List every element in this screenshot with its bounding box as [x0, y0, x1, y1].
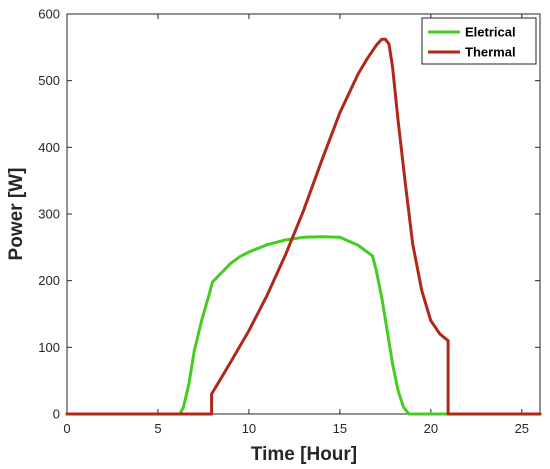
x-tick-label: 0: [63, 421, 70, 436]
x-axis-title: Time [Hour]: [251, 444, 357, 465]
y-tick-label: 100: [38, 340, 60, 355]
y-tick-label: 200: [38, 273, 60, 288]
y-tick-label: 600: [38, 7, 60, 22]
x-tick-label: 5: [154, 421, 161, 436]
tick-labels: 0 5 10 15 20 25 0 100 200 300 400 500 600: [38, 7, 529, 437]
y-tick-label: 400: [38, 140, 60, 155]
legend: Eletrical Thermal: [421, 17, 537, 65]
x-tick-label: 15: [333, 421, 347, 436]
x-tick-label: 10: [242, 421, 256, 436]
series-line-eletrical: [65, 235, 542, 416]
x-tick-label: 25: [515, 421, 529, 436]
y-tick-label: 300: [38, 207, 60, 222]
legend-label: Thermal: [465, 45, 516, 60]
legend-label: Eletrical: [465, 25, 516, 40]
x-tick-label: 20: [424, 421, 438, 436]
series-layer: [65, 37, 542, 416]
y-tick-label: 500: [38, 73, 60, 88]
y-axis-title: Power [W]: [6, 168, 27, 261]
y-tick-label: 0: [53, 407, 60, 422]
legend-box: [421, 17, 537, 65]
series-line-thermal: [65, 37, 542, 416]
